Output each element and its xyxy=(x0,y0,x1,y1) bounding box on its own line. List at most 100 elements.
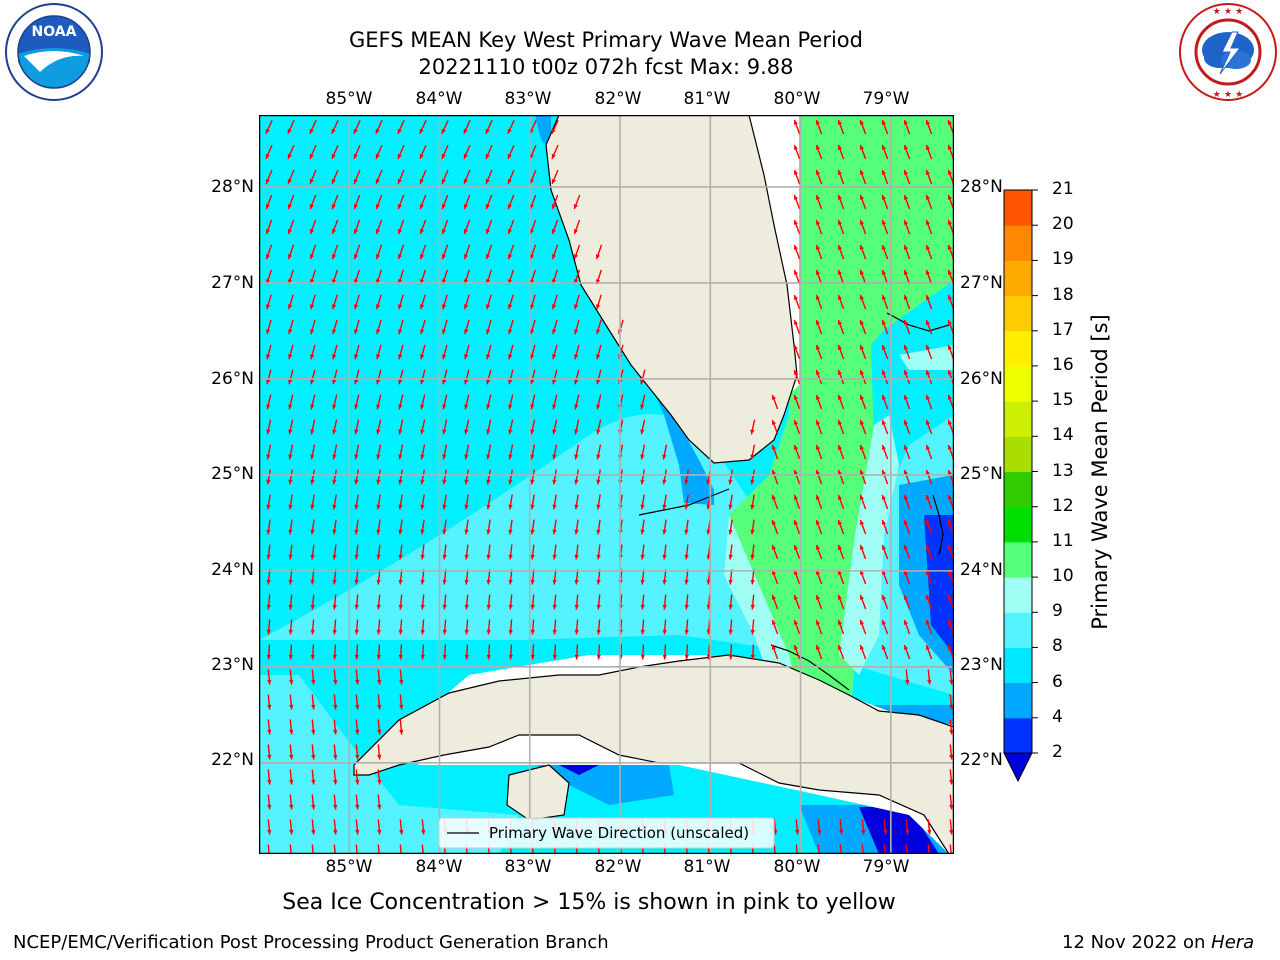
wave-arrow-shaft xyxy=(421,844,424,854)
wave-arrow-head xyxy=(310,554,315,560)
wave-arrow-head xyxy=(311,704,316,710)
wave-arrow-head xyxy=(596,379,601,385)
wave-arrow-head xyxy=(485,128,490,134)
wave-arrow-head xyxy=(353,128,358,134)
wave-arrow-head xyxy=(640,379,645,385)
wave-arrow-head xyxy=(355,754,360,760)
wave-arrow-head xyxy=(267,679,272,685)
lat-tick-right: 25°N xyxy=(960,464,1003,484)
wave-arrow-head xyxy=(399,729,404,735)
footer-machine: Hera xyxy=(1211,932,1255,953)
wave-arrow-head xyxy=(310,479,315,485)
wave-arrow-head xyxy=(859,220,864,225)
lat-tick-left: 25°N xyxy=(211,464,254,484)
wave-arrow-shaft xyxy=(377,844,380,854)
wave-arrow-head xyxy=(530,379,535,385)
wave-arrow-head xyxy=(376,454,381,460)
wave-arrow-head xyxy=(859,295,864,300)
wave-arrow-head xyxy=(508,354,513,360)
wave-arrow-head xyxy=(815,645,820,650)
wave-direction-arrows xyxy=(265,119,954,854)
bahamas-8-9s xyxy=(899,345,954,370)
wave-arrow-head xyxy=(332,529,337,535)
wave-arrow-head xyxy=(464,254,469,260)
wave-arrow-head xyxy=(859,270,864,275)
wave-arrow-head xyxy=(881,245,886,250)
wave-arrow-head xyxy=(837,370,842,375)
lat-lon-grid xyxy=(259,115,954,854)
wave-arrow-shaft xyxy=(883,844,886,854)
wave-arrow-head xyxy=(266,629,271,635)
wave-arrow-head xyxy=(267,704,272,710)
wave-arrow-head xyxy=(420,504,425,510)
wave-arrow-head xyxy=(552,654,557,660)
wave-arrow-head xyxy=(793,120,798,125)
wave-arrow-head xyxy=(815,470,820,475)
wave-arrow-head xyxy=(530,354,535,360)
wave-arrow-head xyxy=(728,529,733,535)
wave-arrow-head xyxy=(947,170,952,175)
footer-left: NCEP/EMC/Verification Post Processing Pr… xyxy=(13,932,609,953)
wave-arrow-head xyxy=(442,654,447,660)
colorbar-segment xyxy=(1004,682,1032,719)
wave-arrow-head xyxy=(310,629,315,635)
wave-arrow-head xyxy=(793,220,798,225)
wave-arrow-head xyxy=(859,620,864,625)
wave-arrow-head xyxy=(662,654,667,660)
wave-arrow-head xyxy=(837,420,842,425)
lon-tick-bottom: 85°W xyxy=(325,857,373,877)
wave-arrow-head xyxy=(793,395,798,400)
wave-arrow-head xyxy=(309,178,314,184)
wave-arrow-head xyxy=(311,829,316,835)
wave-arrow-head xyxy=(376,579,381,585)
wave-arrow-head xyxy=(355,704,360,710)
wave-arrow-head xyxy=(793,420,798,425)
wave-arrow-head xyxy=(332,329,337,335)
colorbar-tick-label: 16 xyxy=(1052,354,1074,375)
wave-arrow-head xyxy=(266,354,271,360)
ocean-band-sw xyxy=(259,675,519,854)
wave-arrow-head xyxy=(310,429,315,435)
wave-arrow-head xyxy=(376,254,381,260)
wave-arrow-head xyxy=(529,178,534,184)
wave-arrow-head xyxy=(354,429,359,435)
wave-arrow-head xyxy=(925,445,930,450)
wave-arrow-head xyxy=(881,445,886,450)
wave-arrow-head xyxy=(728,579,733,585)
wave-arrow-head xyxy=(903,320,908,325)
wave-arrow-head xyxy=(267,829,272,835)
wave-arrow-head xyxy=(508,329,513,335)
wave-arrow-head xyxy=(464,304,469,310)
wave-arrow-head xyxy=(398,304,403,310)
wave-arrow-head xyxy=(355,829,360,835)
wave-arrow-head xyxy=(376,629,381,635)
wave-arrow-head xyxy=(333,704,338,710)
wave-arrow-head xyxy=(353,153,358,159)
wave-arrow-head xyxy=(354,329,359,335)
wave-arrow-head xyxy=(881,370,886,375)
wave-arrow-head xyxy=(815,420,820,425)
wave-arrow-head xyxy=(927,679,932,685)
wave-arrow-head xyxy=(353,229,358,234)
wave-arrow-head xyxy=(684,529,689,535)
wave-arrow-head xyxy=(859,420,864,425)
sea-ice-note: Sea Ice Concentration > 15% is shown in … xyxy=(282,890,896,915)
wave-arrow-head xyxy=(486,554,491,560)
wave-arrow-head xyxy=(354,254,359,260)
colorbar-segment xyxy=(1004,401,1032,437)
wave-arrow-head xyxy=(596,254,601,260)
wave-arrow-head xyxy=(530,579,535,585)
colorbar-tick-label: 13 xyxy=(1052,460,1074,481)
wave-arrow-head xyxy=(377,679,382,685)
lon-tick-bottom: 82°W xyxy=(594,857,642,877)
wave-arrow-head xyxy=(288,429,293,435)
grand-bahama xyxy=(886,312,950,332)
wave-arrow-head xyxy=(905,679,910,685)
wave-arrow-head xyxy=(574,354,579,360)
wave-arrow-head xyxy=(815,545,820,550)
wave-arrow-head xyxy=(376,479,381,485)
wave-arrow-head xyxy=(442,604,447,610)
wave-arrow-head xyxy=(881,295,886,300)
wave-arrow-head xyxy=(750,454,755,460)
wave-arrow-head xyxy=(596,579,601,585)
